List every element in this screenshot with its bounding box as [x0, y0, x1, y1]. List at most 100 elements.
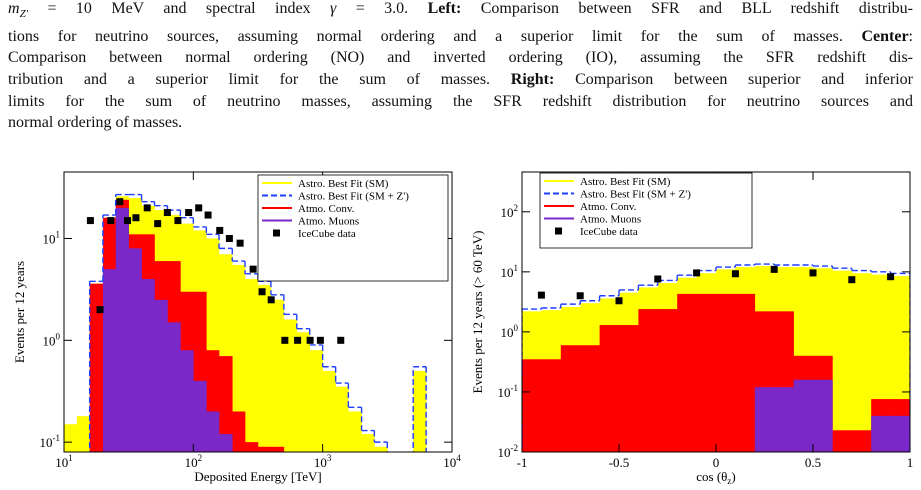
data-point — [163, 209, 171, 217]
x-tick-label: 103 — [314, 453, 332, 470]
caption-line: tions for neutrino sources, assuming nor… — [8, 26, 913, 48]
data-point — [848, 276, 856, 284]
data-point — [654, 275, 662, 283]
x-tick-label-exponent: 2 — [198, 453, 203, 463]
data-point — [281, 336, 289, 344]
histogram-bar — [793, 379, 814, 452]
data-point — [258, 288, 266, 296]
y-axis-label: Events per 12 years (> 60 TeV) — [470, 231, 485, 394]
histogram-bar — [76, 416, 90, 452]
x-axis-label-text: cos (θ — [696, 469, 727, 484]
histogram-bar — [871, 415, 891, 452]
y-tick-label-exponent: 1 — [56, 230, 61, 240]
y-tick-label-exponent: 0 — [56, 331, 61, 341]
caption-text: Comparison between superior and inferior — [554, 70, 914, 88]
histogram-bar — [813, 379, 833, 452]
x-tick-label: 1 — [907, 455, 914, 470]
y-tick-label: 100 — [43, 331, 61, 348]
legend-box — [539, 172, 753, 249]
y-tick-label-exponent: -1 — [511, 383, 519, 393]
data-point — [216, 226, 224, 234]
caption-line: mZ′ = 10 MeV and spectral index γ = 3.0.… — [8, 0, 913, 26]
x-tick-label-base: 10 — [443, 455, 456, 470]
y-tick-label-base: 10 — [43, 333, 56, 348]
caption-text: γ — [329, 0, 337, 17]
y-tick-label: 10-1 — [40, 433, 61, 450]
data-point — [154, 220, 162, 228]
x-tick-label-exponent: 3 — [327, 453, 332, 463]
caption-line: limits for the sum of neutrino masses, a… — [8, 91, 913, 113]
data-point — [693, 269, 701, 277]
data-point — [731, 270, 739, 278]
x-tick-label: 0.5 — [805, 455, 821, 470]
y-tick-label-exponent: 1 — [514, 263, 519, 273]
histogram-bar — [413, 370, 427, 452]
legend-label: Astro. Best Fit (SM + Z') — [298, 191, 409, 203]
data-point — [225, 235, 233, 243]
x-tick-label: -1 — [517, 455, 528, 470]
caption-text: tions for neutrino sources, assuming nor… — [8, 27, 862, 45]
data-point — [132, 214, 140, 222]
y-tick-label: 100 — [501, 323, 519, 340]
data-point — [116, 198, 124, 206]
y-tick-label-base: 10 — [501, 205, 514, 220]
data-point — [887, 273, 895, 281]
histogram-bar — [154, 299, 168, 452]
x-tick-label-exponent: 1 — [68, 453, 73, 463]
legend-label: Astro. Best Fit (SM + Z') — [580, 189, 691, 201]
caption-text: Comparison between normal ordering (NO) … — [8, 49, 913, 67]
caption-text: Comparison between SFR and BLL redshift … — [461, 0, 914, 17]
histogram-bar — [619, 325, 639, 452]
legend-marker — [273, 229, 280, 237]
plot-frame — [63, 171, 453, 453]
legend-label: Atmo. Muons — [580, 214, 641, 226]
caption-line: normal ordering of masses. — [8, 112, 913, 134]
data-point — [294, 336, 302, 344]
y-tick-label: 102 — [501, 203, 519, 220]
histogram-bar — [716, 293, 736, 452]
histogram-bar — [64, 424, 78, 452]
histogram-bar — [754, 387, 775, 452]
legend-label: Atmo. Conv. — [580, 201, 637, 213]
histogram-bar — [599, 325, 620, 452]
y-tick-label-exponent: 2 — [514, 203, 519, 213]
data-point — [316, 336, 324, 344]
histogram-bar — [180, 350, 194, 452]
histogram-bar — [206, 411, 220, 452]
x-axis-label: cos (θz) — [696, 469, 735, 486]
histogram-bar — [270, 446, 285, 452]
caption-text: Z′ — [19, 8, 29, 21]
legend-box — [257, 174, 449, 282]
x-axis-label-tail: ) — [731, 469, 735, 484]
histogram-bar — [219, 356, 233, 452]
histogram-bar — [141, 279, 155, 452]
caption-text: Right: — [510, 70, 555, 88]
histogram-bar — [232, 264, 246, 452]
histogram-bar — [638, 309, 659, 452]
x-tick-label-base: 10 — [185, 455, 198, 470]
caption-line: tribution and a superior limit for the s… — [8, 69, 913, 91]
histogram-bar — [696, 293, 717, 452]
caption-text: Left: — [427, 0, 462, 17]
histogram-bar — [657, 309, 678, 452]
y-tick-label-base: 10 — [498, 445, 511, 460]
data-point — [306, 336, 314, 344]
caption-text: m — [8, 0, 20, 17]
y-tick-label-base: 10 — [501, 265, 514, 280]
legend-label: IceCube data — [298, 228, 356, 240]
plot-area — [522, 263, 910, 452]
legend-label: Atmo. Conv. — [298, 203, 355, 215]
histogram-bar — [270, 299, 285, 452]
y-tick-label-base: 10 — [501, 325, 514, 340]
histogram-bar — [335, 386, 349, 452]
histogram-bar — [115, 207, 129, 452]
histogram-bar — [832, 430, 853, 452]
histogram-bar — [735, 293, 756, 452]
histogram-bar — [232, 411, 246, 452]
x-tick-label-base: 10 — [314, 455, 327, 470]
data-point — [107, 217, 115, 225]
x-tick-label: 102 — [185, 453, 203, 470]
data-point — [337, 336, 345, 344]
y-tick-label-exponent: -1 — [53, 433, 61, 443]
